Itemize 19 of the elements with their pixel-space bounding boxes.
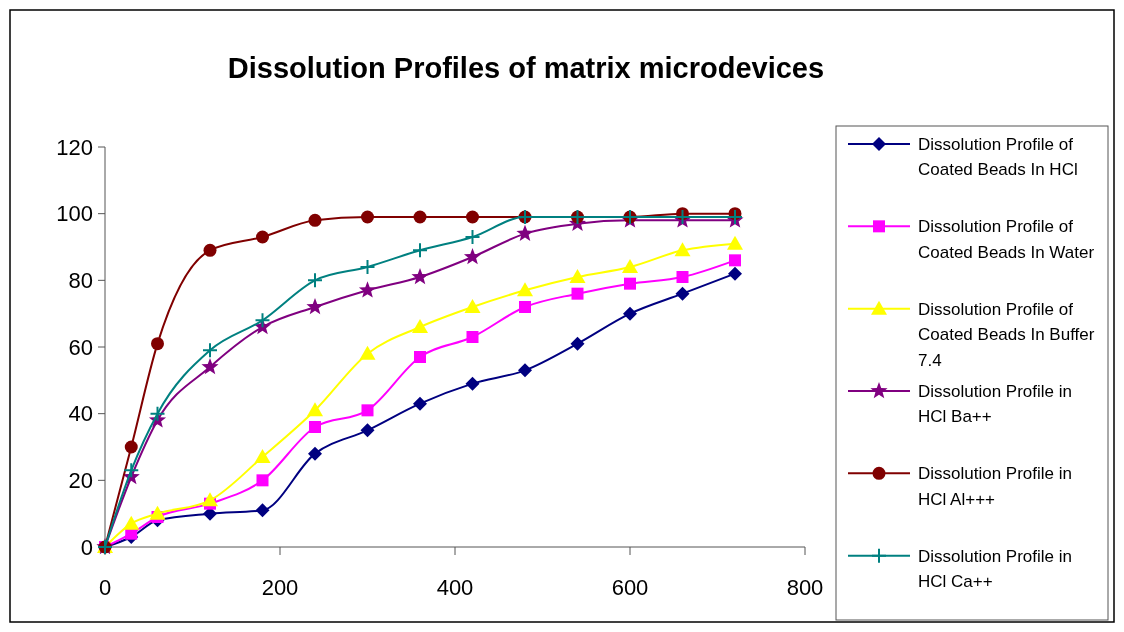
x-tick-label: 0: [98, 575, 112, 600]
chart-title: Dissolution Profiles of matrix microdevices: [227, 52, 825, 84]
y-tick-label: 40: [68, 401, 93, 427]
y-tick-label: 100: [56, 201, 93, 227]
legend-label: Dissolution Profile in HCl Al+++: [918, 464, 1073, 509]
y-tick-label: 20: [68, 468, 93, 494]
x-tick-label: 200: [261, 575, 299, 600]
x-tick-label: 400: [436, 575, 474, 600]
legend-label: Dissolution Profile of Coated Beads In Buffer 7.4: [918, 299, 1095, 370]
y-tick-label: 60: [68, 334, 93, 360]
y-tick-label: 0: [80, 534, 93, 560]
x-tick-label: 800: [786, 575, 824, 600]
legend-label: Dissolution Profile in HCl Ca++: [918, 546, 1073, 592]
x-tick-label: 600: [611, 575, 649, 600]
legend-label: Dissolution Profile of Coated Beads In HCl: [918, 134, 1078, 180]
legend-label: Dissolution Profile in HCl Ba++: [918, 381, 1073, 427]
y-tick-label: 80: [68, 268, 93, 294]
legend-label: Dissolution Profile of Coated Beads In Water: [918, 217, 1095, 262]
y-tick-label: 120: [56, 134, 93, 160]
